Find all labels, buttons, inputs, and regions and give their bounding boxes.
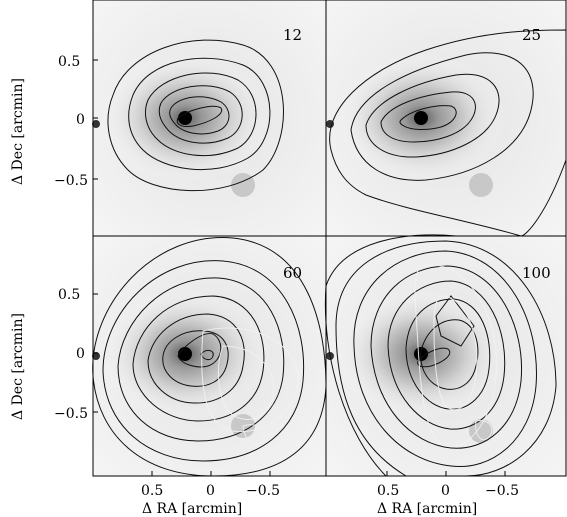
y-tick-label: 0 <box>76 112 85 128</box>
contours-25 <box>329 29 567 237</box>
y-tick-label: −0.5 <box>54 406 88 422</box>
x-axis-right: 0.5 0 −0.5 Δ RA [arcmin] <box>377 483 519 517</box>
panel-label-100: 100 <box>522 264 551 282</box>
x-axis-left: 0.5 0 −0.5 Δ RA [arcmin] <box>141 483 280 517</box>
panel-label-12: 12 <box>283 26 302 44</box>
panel-25: 25 <box>325 0 567 237</box>
x-tick-label: 0 <box>441 483 450 499</box>
x-tick-label: 0.5 <box>377 483 399 499</box>
overlay-contours-60 <box>201 327 299 445</box>
companion-blob <box>231 173 255 197</box>
y-axis-label: Δ Dec [arcmin] <box>10 313 26 420</box>
x-tick-label: 0.5 <box>141 483 163 499</box>
star <box>92 120 100 128</box>
x-tick-label: −0.5 <box>246 483 280 499</box>
y-tick-label: −0.5 <box>54 173 88 189</box>
contours-12 <box>107 39 284 192</box>
x-axis-label: Δ RA [arcmin] <box>142 501 242 517</box>
galaxy-core <box>414 111 428 125</box>
tick-marks <box>93 59 506 476</box>
y-tick-label: 0.5 <box>58 287 80 303</box>
panel-100: 100 <box>324 234 567 477</box>
panel-label-25: 25 <box>522 26 541 44</box>
galaxy-core <box>178 111 192 125</box>
x-axis-label: Δ RA [arcmin] <box>377 501 477 517</box>
y-tick-label: 0.5 <box>58 54 80 70</box>
companion-blob <box>469 419 493 443</box>
y-axis-bottom: 0.5 0 −0.5 Δ Dec [arcmin] <box>10 287 88 422</box>
overlay-contours-100 <box>414 264 497 448</box>
companion-blob <box>469 173 493 197</box>
y-axis-label: Δ Dec [arcmin] <box>10 78 26 185</box>
panel-60: 60 <box>92 235 327 477</box>
y-tick-label: 0 <box>76 346 85 362</box>
panel-label-60: 60 <box>283 264 302 282</box>
x-tick-label: −0.5 <box>485 483 519 499</box>
panel-12: 12 <box>92 0 327 237</box>
x-tick-label: 0 <box>206 483 215 499</box>
y-axis-top: 0.5 0 −0.5 Δ Dec [arcmin] <box>10 54 88 189</box>
